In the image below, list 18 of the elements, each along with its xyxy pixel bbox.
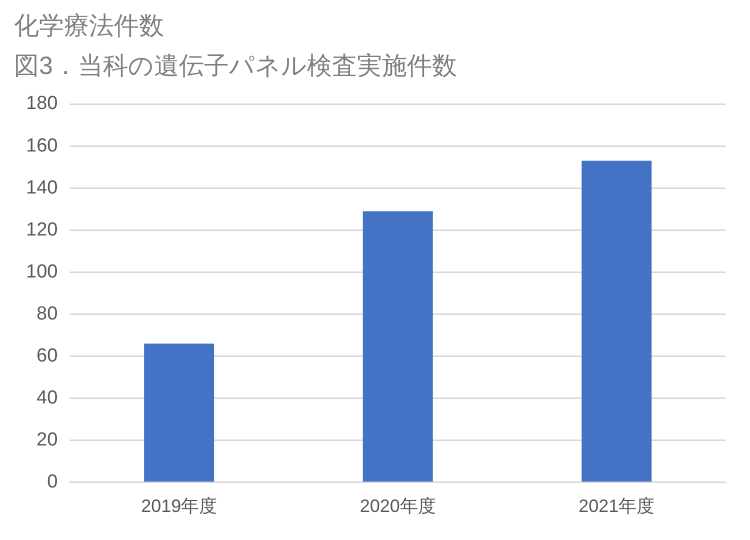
x-tick-label: 2020年度: [360, 496, 436, 516]
bar: [144, 344, 214, 482]
y-tick-label: 60: [36, 346, 58, 366]
bar: [362, 211, 433, 482]
y-tick-label: 120: [26, 219, 58, 240]
y-tick-label: 80: [36, 303, 58, 324]
chart-title: 化学療法件数: [14, 12, 164, 40]
y-tick-label: 140: [26, 177, 58, 198]
y-tick-label: 20: [36, 430, 58, 451]
x-tick-label: 2021年度: [578, 496, 655, 516]
x-tick-label: 2019年度: [141, 496, 218, 516]
y-tick-label: 160: [26, 135, 58, 156]
chart-subtitle: 図3．当科の遺伝子パネル検査実施件数: [14, 52, 457, 80]
y-tick-label: 180: [26, 93, 58, 114]
y-tick-label: 0: [47, 472, 58, 493]
y-tick-label: 40: [36, 388, 58, 409]
y-tick-label: 100: [26, 261, 58, 282]
bar: [582, 160, 652, 482]
